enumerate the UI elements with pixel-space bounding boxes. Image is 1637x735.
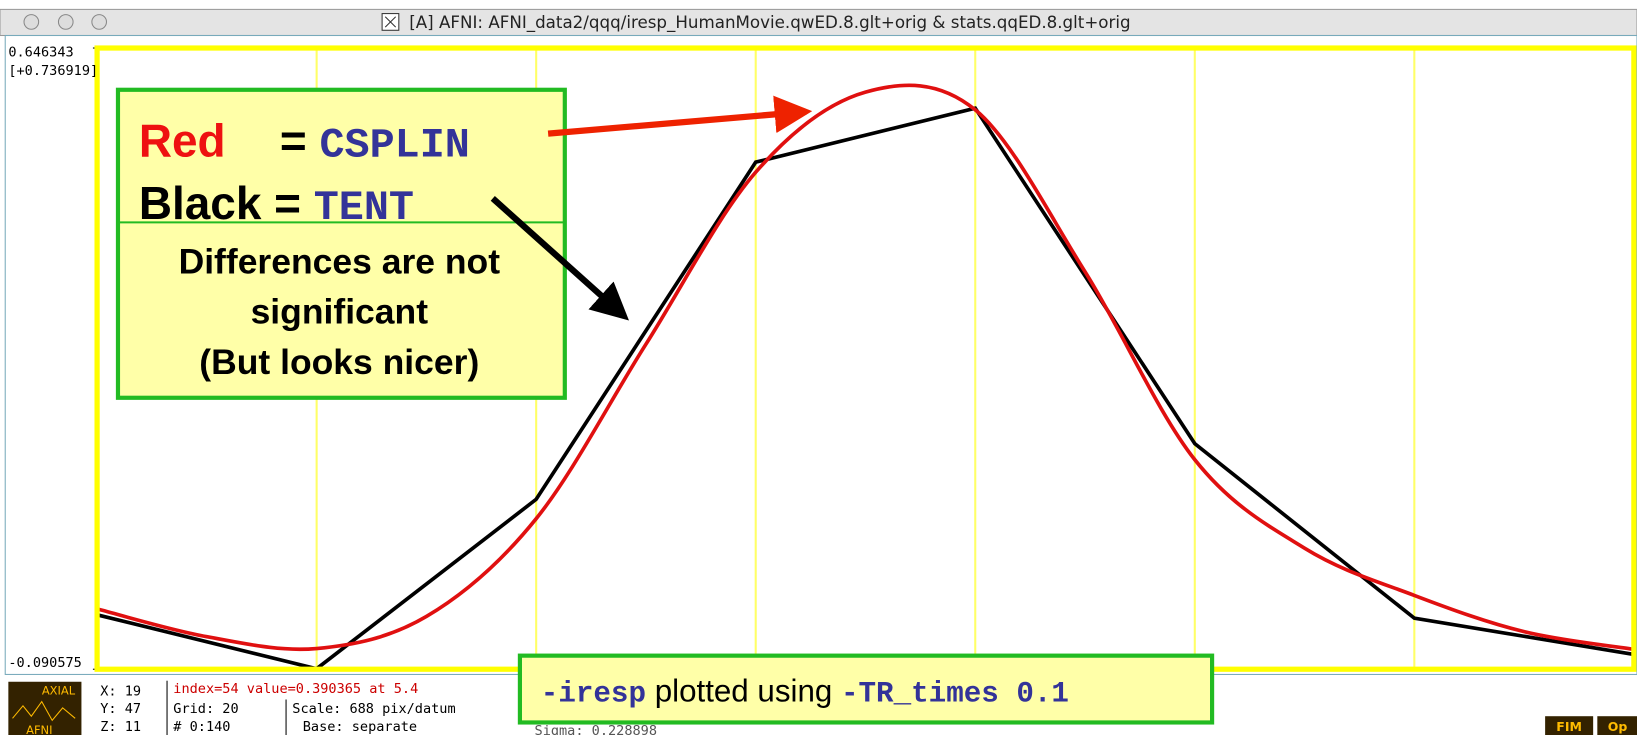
coord: Y: 47 [100, 701, 141, 717]
range-label: [+0.736919] [8, 63, 98, 79]
caption-box [517, 653, 1215, 725]
legend-black: Black = TENT [139, 177, 414, 232]
coord: Z: 11 [100, 719, 141, 735]
minimize-button[interactable] [57, 14, 74, 30]
y-tick-label: -0.090575 [8, 655, 81, 671]
legend-black-word: Black [139, 177, 262, 229]
count-status: # 0:140 [173, 719, 230, 735]
op-label: Op [1608, 719, 1628, 734]
legend-eq: = [261, 177, 313, 229]
note-line: significant [251, 292, 429, 332]
index-line: index=54 value=0.390365 at 5.4 [173, 681, 418, 697]
note-line: Differences are not [179, 242, 501, 282]
logo-top: AXIAL [42, 683, 76, 697]
legend-box [115, 87, 567, 400]
caption-opt: -TR_times 0.1 [841, 678, 1069, 711]
coord: X: 19 [100, 683, 141, 699]
logo-bottom: AFNI [26, 723, 52, 735]
close-button[interactable] [23, 14, 40, 30]
series-line [96, 106, 1635, 671]
sigma-status: Sigma: 0.228898 [535, 723, 657, 735]
zoom-button[interactable] [91, 14, 108, 30]
black-arrow [490, 196, 629, 321]
fim-label: FIM [1556, 719, 1582, 734]
grid-status: Grid: 20 [173, 701, 238, 717]
caption-opt: -iresp [541, 678, 646, 711]
series-line [96, 83, 1635, 652]
legend-red: Red = CSPLIN [139, 115, 470, 170]
title-bar [0, 8, 1637, 37]
op-button[interactable] [1597, 716, 1637, 735]
legend-eq: = [280, 115, 320, 167]
scale-status: Scale: 688 pix/datum [292, 701, 455, 717]
fim-button[interactable] [1545, 716, 1594, 735]
logo-wave [12, 700, 76, 722]
window-title: [A] AFNI: AFNI_data2/qqq/iresp_HumanMovi… [409, 12, 1130, 33]
legend-red-word: Red [139, 115, 226, 167]
y-tick-label: 0.646343 [8, 44, 73, 60]
red-arrow [547, 95, 813, 137]
base-status: Base: separate [303, 719, 417, 735]
legend-black-name: TENT [314, 184, 414, 232]
caption: -iresp plotted using -TR_times 0.1 [541, 674, 1069, 711]
note-line: (But looks nicer) [199, 342, 479, 382]
legend-red-name: CSPLIN [319, 122, 469, 170]
caption-mid: plotted using [646, 674, 841, 709]
x-icon-glyph [384, 16, 397, 28]
